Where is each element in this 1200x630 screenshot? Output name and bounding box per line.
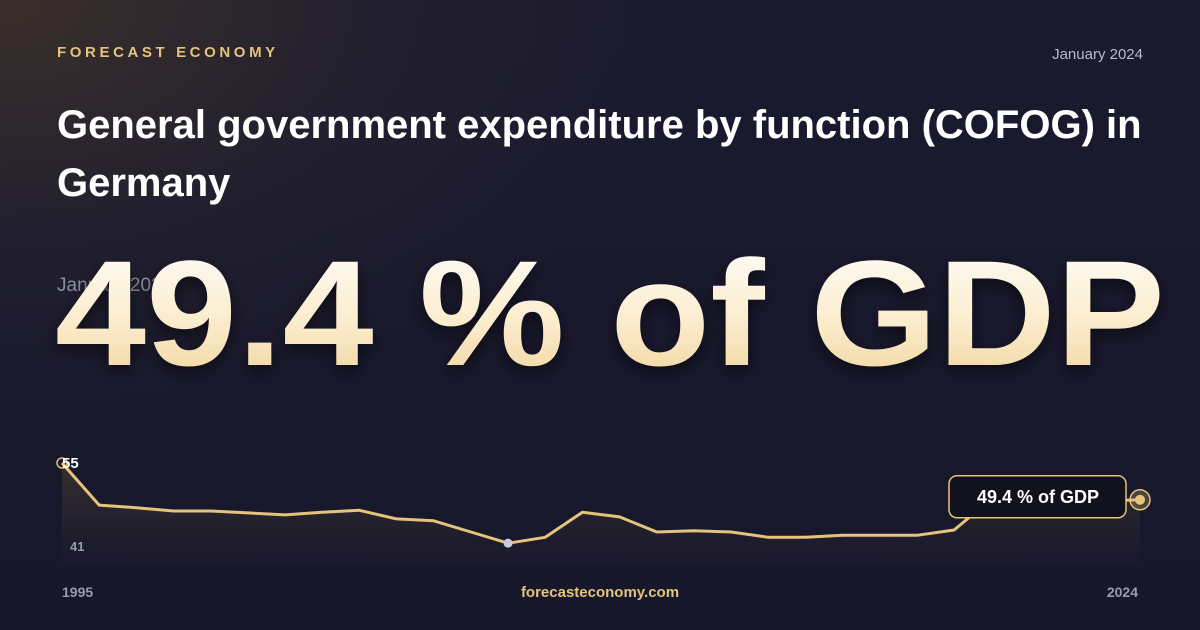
min-point <box>503 538 513 548</box>
date: January 2024 <box>1052 46 1143 63</box>
area <box>62 463 1140 565</box>
footer-site: forecasteconomy.com <box>521 584 679 601</box>
brand: FORECAST ECONOMY <box>57 44 279 61</box>
y-tick-label: 55 <box>62 455 79 472</box>
headline-value: 49.4 % of GDP <box>55 229 1165 397</box>
start-point <box>56 457 68 469</box>
line <box>60 462 1141 545</box>
x-tick-label: 1995 <box>62 584 93 600</box>
last-point <box>1135 494 1145 505</box>
x-tick-label: 2024 <box>1107 584 1138 600</box>
callout-box <box>948 475 1127 519</box>
callout-label: 49.4 % of GDP <box>977 487 1099 507</box>
y-tick-label: 41 <box>70 539 84 554</box>
headline-period: January 2024 <box>57 275 173 296</box>
title: General government expenditure by functi… <box>57 103 1142 205</box>
